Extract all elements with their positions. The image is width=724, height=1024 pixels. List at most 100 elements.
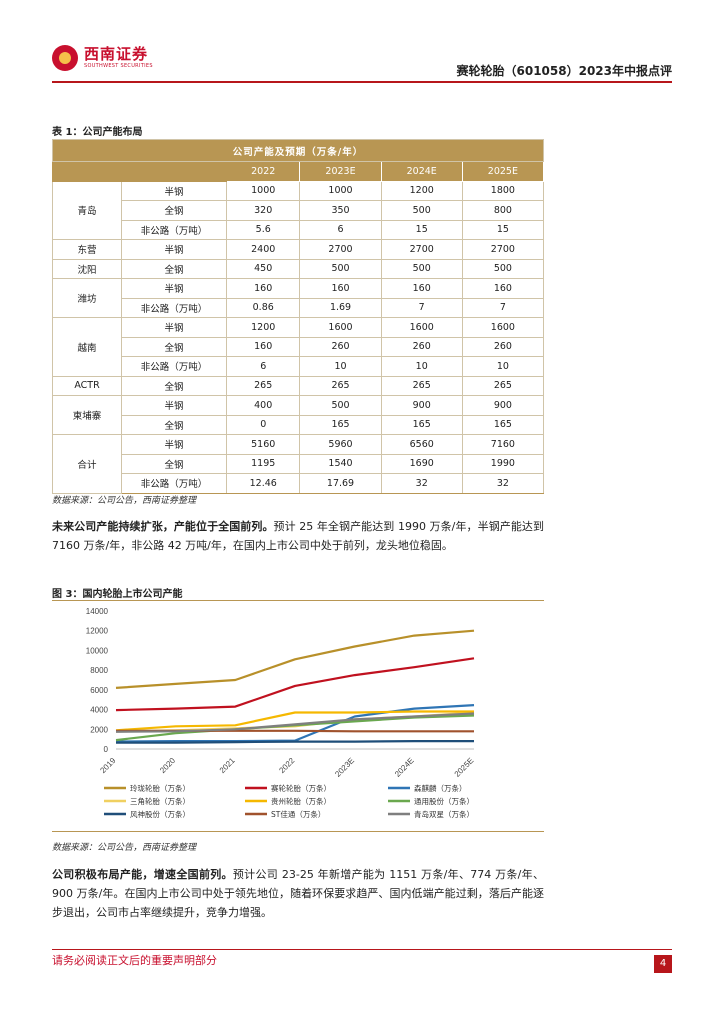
table-row: 东营 半钢 2400 2700 2700 2700	[52, 239, 545, 260]
table-row: 非公路（万吨） 5.6 6 15 15	[53, 219, 545, 240]
table-year-header: 2024E	[380, 161, 463, 182]
figure-source: 数据来源：公司公告，西南证券整理	[52, 843, 197, 853]
tire-type-cell: 半钢	[121, 434, 227, 455]
table-group-header: 公司产能及预期（万条/年）	[52, 139, 544, 162]
value-cell: 1540	[299, 453, 382, 474]
value-cell: 500	[461, 258, 545, 279]
region-cell: ACTR	[52, 375, 122, 396]
y-tick-label: 10000	[86, 646, 109, 655]
value-cell: 6	[299, 219, 382, 240]
figure-bottom-rule	[52, 831, 544, 832]
value-cell: 15	[380, 219, 463, 240]
x-tick-label: 2025E	[453, 756, 476, 779]
table-row: 青岛 半钢 1000 1000 1200 1800	[52, 180, 545, 240]
legend-label: 森麒麟（万条）	[414, 783, 467, 793]
tire-type-cell: 非公路（万吨）	[121, 356, 227, 377]
value-cell: 900	[380, 395, 463, 416]
legend-label: 玲珑轮胎（万条）	[130, 783, 190, 793]
region-cell: 东营	[52, 239, 122, 260]
table-source: 数据来源：公司公告，西南证券整理	[52, 496, 197, 506]
table-row: 柬埔寨 半钢 400 500 900 900	[52, 395, 545, 435]
value-cell: 450	[225, 258, 301, 279]
table-header-blank	[121, 161, 227, 182]
value-cell: 1600	[380, 317, 463, 338]
value-cell: 1690	[380, 453, 463, 474]
y-tick-label: 14000	[86, 607, 109, 616]
legend-label: 风神股份（万条）	[130, 809, 190, 819]
value-cell: 265	[380, 375, 463, 396]
table-header-blank	[52, 161, 122, 182]
tire-type-cell: 全钢	[121, 375, 227, 396]
paragraph-body: 预计公司 23-25 年新增产能为 1151 万条/年、774 万条/年、900…	[52, 868, 544, 919]
tire-type-cell: 全钢	[121, 453, 227, 474]
value-cell: 2700	[461, 239, 545, 260]
value-cell: 10	[380, 356, 463, 377]
table-row: 非公路（万吨） 0.86 1.69 7 7	[53, 297, 545, 318]
legend-label: 三角轮胎（万条）	[130, 796, 190, 806]
company-logo: 西南证券 SOUTHWEST SECURITIES	[52, 45, 153, 71]
paragraph-lead: 公司积极布局产能，增速全国前列。	[52, 868, 233, 881]
value-cell: 320	[225, 200, 301, 221]
value-cell: 1200	[380, 180, 463, 201]
table-row: 全钢 0 165 165 165	[53, 414, 545, 435]
series-line	[115, 629, 475, 689]
value-cell: 6560	[380, 434, 463, 455]
x-tick-label: 2024E	[393, 756, 416, 779]
value-cell: 160	[225, 336, 301, 357]
region-cell: 青岛	[52, 180, 122, 240]
table-row: 全钢 1195 1540 1690 1990	[53, 453, 545, 474]
value-cell: 7160	[461, 434, 545, 455]
value-cell: 265	[225, 375, 301, 396]
value-cell: 165	[299, 414, 382, 435]
value-cell: 260	[461, 336, 545, 357]
value-cell: 260	[380, 336, 463, 357]
series-line	[116, 740, 474, 744]
y-tick-label: 2000	[90, 725, 108, 734]
tire-type-cell: 半钢	[121, 278, 227, 299]
tire-type-cell: 半钢	[121, 239, 227, 260]
value-cell: 265	[461, 375, 545, 396]
value-cell: 800	[461, 200, 545, 221]
value-cell: 165	[380, 414, 463, 435]
header-divider	[52, 81, 672, 83]
region-cell: 越南	[52, 317, 122, 377]
value-cell: 2400	[225, 239, 301, 260]
page-number: 4	[654, 955, 672, 973]
tire-type-cell: 非公路（万吨）	[121, 297, 227, 318]
x-tick-label: 2022	[277, 756, 296, 775]
tire-type-cell: 半钢	[121, 395, 227, 416]
value-cell: 160	[461, 278, 545, 299]
tire-type-cell: 全钢	[121, 336, 227, 357]
value-cell: 12.46	[225, 473, 301, 494]
value-cell: 10	[461, 356, 545, 377]
value-cell: 32	[380, 473, 463, 494]
region-cell: 柬埔寨	[52, 395, 122, 435]
value-cell: 15	[461, 219, 545, 240]
table-row: 非公路（万吨） 12.46 17.69 32 32	[53, 473, 545, 494]
value-cell: 17.69	[299, 473, 382, 494]
value-cell: 1000	[225, 180, 301, 201]
value-cell: 1200	[225, 317, 301, 338]
value-cell: 7	[380, 297, 463, 318]
table-year-header: 2022	[225, 161, 301, 182]
value-cell: 0.86	[225, 297, 301, 318]
legend-label: 赛轮轮胎（万条）	[271, 783, 331, 793]
paragraph-lead: 未来公司产能持续扩张，产能位于全国前列。	[52, 520, 274, 533]
tire-type-cell: 全钢	[121, 200, 227, 221]
table-year-header: 2023E	[299, 161, 382, 182]
value-cell: 10	[299, 356, 382, 377]
value-cell: 5960	[299, 434, 382, 455]
value-cell: 400	[225, 395, 301, 416]
report-title: 赛轮轮胎（601058）2023年中报点评	[456, 64, 673, 78]
capacity-table: 公司产能及预期（万条/年） 2022 2023E 2024E 2025E 青岛 半钢 10…	[52, 139, 545, 494]
table-year-header: 2025E	[461, 161, 545, 182]
logo-chinese-name: 西南证券	[84, 45, 149, 63]
legend-label: 贵州轮胎（万条）	[271, 796, 331, 806]
region-cell: 沈阳	[52, 258, 122, 279]
table-row: 全钢 320 350 500 800	[53, 200, 545, 221]
value-cell: 160	[380, 278, 463, 299]
region-cell: 合计	[52, 434, 122, 494]
logo-mark-icon	[52, 45, 78, 71]
value-cell: 1990	[461, 453, 545, 474]
x-tick-label: 2020	[158, 756, 177, 775]
